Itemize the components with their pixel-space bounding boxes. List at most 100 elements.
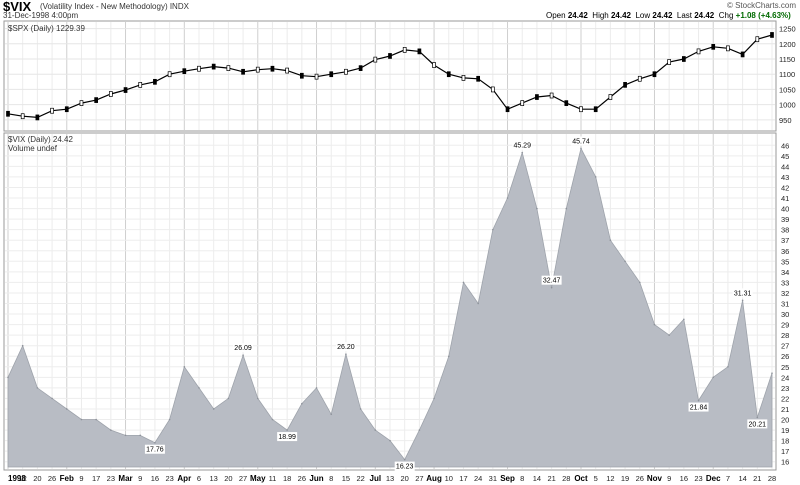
vix-point bbox=[330, 413, 333, 416]
vix-point bbox=[271, 418, 274, 421]
vix-y-tick: 17 bbox=[781, 447, 789, 456]
vix-point bbox=[242, 354, 244, 356]
chg-value: +1.08 (+4.63%) bbox=[735, 11, 791, 20]
spx-candle bbox=[711, 43, 716, 50]
vix-y-tick: 38 bbox=[781, 226, 789, 235]
x-tick: 11 bbox=[269, 474, 277, 483]
x-tick: 14 bbox=[533, 474, 541, 483]
vix-point bbox=[536, 207, 538, 210]
x-tick: 8 bbox=[520, 474, 524, 483]
vix-point bbox=[756, 416, 759, 419]
vix-y-tick: 20 bbox=[781, 416, 789, 425]
vix-point bbox=[345, 353, 347, 355]
spx-candle bbox=[402, 47, 407, 53]
spx-candle bbox=[476, 75, 481, 82]
vix-point bbox=[447, 355, 450, 358]
vix-y-tick: 44 bbox=[781, 162, 789, 171]
chart-header: $VIX (Volatility Index - New Methodology… bbox=[0, 0, 800, 20]
x-tick: 27 bbox=[239, 474, 247, 483]
x-tick: 16 bbox=[680, 474, 688, 483]
vix-y-tick: 35 bbox=[781, 257, 789, 266]
x-tick: 21 bbox=[753, 474, 761, 483]
vix-point bbox=[506, 197, 509, 199]
x-tick: 9 bbox=[138, 474, 142, 483]
spx-y-tick: 1150 bbox=[779, 55, 795, 64]
vix-y-tick: 28 bbox=[781, 331, 789, 340]
x-tick: 26 bbox=[298, 474, 306, 483]
x-tick: 20 bbox=[401, 474, 409, 483]
spx-y-tick: 1000 bbox=[779, 101, 796, 110]
vix-point bbox=[124, 434, 127, 437]
spx-candle bbox=[505, 106, 510, 113]
vix-y-tick: 29 bbox=[781, 321, 789, 330]
vix-y-tick: 33 bbox=[781, 278, 789, 287]
data-label-bg bbox=[571, 136, 591, 146]
vix-point bbox=[110, 429, 112, 431]
symbol-description: (Volatility Index - New Methodology) IND… bbox=[40, 2, 189, 11]
spx-y-tick: 1100 bbox=[779, 70, 795, 79]
spx-candle bbox=[652, 71, 657, 78]
spx-candle bbox=[490, 86, 495, 93]
spx-y-tick: 1250 bbox=[779, 25, 796, 34]
spx-candle bbox=[667, 59, 672, 65]
spx-candle bbox=[770, 32, 774, 38]
vix-point bbox=[315, 387, 318, 389]
data-label: 26.20 bbox=[337, 344, 355, 351]
data-label: 17.76 bbox=[146, 447, 164, 454]
spx-candle bbox=[358, 65, 363, 71]
vix-y-tick: 27 bbox=[781, 342, 789, 351]
spx-candle bbox=[123, 87, 128, 93]
spx-candle bbox=[696, 48, 701, 55]
spx-candle bbox=[535, 94, 539, 100]
x-tick: 1998 bbox=[8, 474, 26, 483]
spx-candle bbox=[6, 110, 10, 117]
x-tick: 23 bbox=[107, 474, 115, 483]
spx-candle bbox=[593, 106, 598, 113]
vix-y-tick: 40 bbox=[781, 205, 789, 214]
vix-point bbox=[727, 365, 729, 368]
vix-y-tick: 24 bbox=[781, 373, 789, 382]
vix-y-tick: 32 bbox=[781, 289, 789, 298]
vix-point bbox=[21, 344, 24, 347]
spx-candle bbox=[755, 36, 760, 43]
vix-y-tick: 31 bbox=[781, 300, 789, 309]
vix-y-tick: 37 bbox=[781, 236, 789, 245]
x-tick: 21 bbox=[547, 474, 555, 483]
high-value: 24.42 bbox=[610, 11, 632, 20]
spx-candle bbox=[270, 65, 275, 72]
vix-area bbox=[7, 147, 773, 468]
volume-legend: Volume undef bbox=[8, 144, 58, 153]
data-label-bg bbox=[541, 275, 562, 285]
x-tick: 12 bbox=[606, 474, 614, 483]
x-tick: 12 bbox=[19, 474, 27, 483]
spx-candle bbox=[564, 100, 569, 106]
vix-y-tick: 21 bbox=[781, 405, 789, 414]
data-label-bg bbox=[144, 444, 165, 454]
x-tick: 18 bbox=[283, 474, 291, 483]
vix-point bbox=[154, 441, 156, 444]
vix-y-tick: 30 bbox=[781, 310, 789, 319]
vix-point bbox=[301, 402, 303, 405]
spx-candle bbox=[461, 75, 466, 81]
spx-candle bbox=[20, 113, 25, 120]
x-tick: 16 bbox=[151, 474, 159, 483]
x-tick: Nov bbox=[647, 474, 663, 483]
last-value: 24.42 bbox=[694, 11, 715, 20]
x-tick: Jun bbox=[309, 474, 323, 483]
x-tick: Aug bbox=[426, 474, 442, 483]
spx-candle bbox=[64, 106, 69, 113]
spx-candle bbox=[211, 63, 216, 70]
vix-point bbox=[565, 207, 568, 210]
vix-point bbox=[36, 387, 39, 389]
low-value: 24.42 bbox=[652, 11, 673, 20]
symbol-title: $VIX bbox=[3, 0, 32, 14]
spx-candle bbox=[417, 48, 422, 55]
vix-point bbox=[697, 399, 700, 402]
x-tick: 9 bbox=[667, 474, 671, 483]
vix-point bbox=[256, 397, 259, 400]
vix-y-tick: 45 bbox=[781, 152, 789, 161]
spx-y-tick: 950 bbox=[779, 116, 792, 125]
spx-panel bbox=[6, 32, 774, 121]
x-tick: 31 bbox=[489, 474, 497, 483]
x-tick: 13 bbox=[210, 474, 218, 483]
